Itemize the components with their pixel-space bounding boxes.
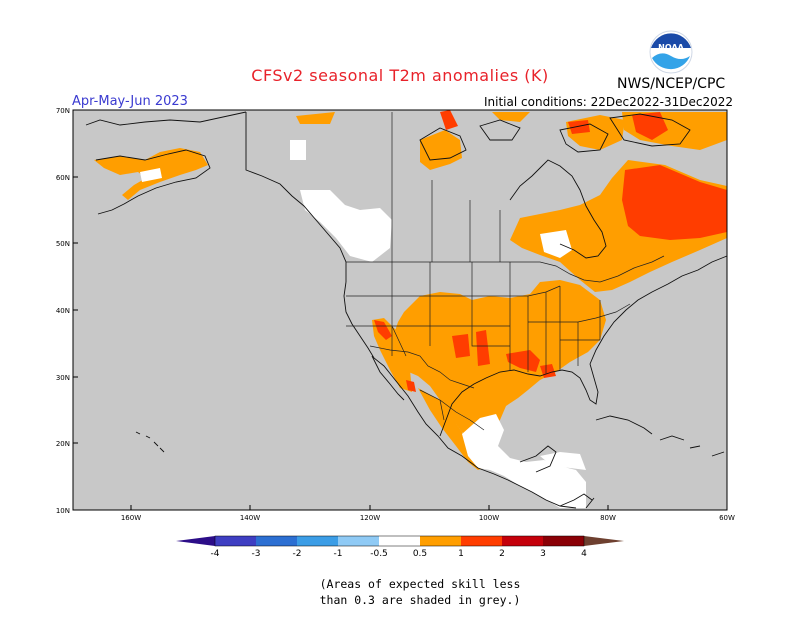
colorbar-tick: 1: [458, 549, 464, 559]
latitude-axis: 70N 60N 50N 40N 30N 20N 10N: [56, 107, 78, 515]
lon-label: 100W: [479, 514, 499, 522]
colorbar-swatch: [543, 536, 584, 546]
skill-note: (Areas of expected skill less than 0.3 a…: [0, 576, 800, 608]
lon-label: 140W: [240, 514, 260, 522]
lon-label: 80W: [600, 514, 616, 522]
initial-conditions: Initial conditions: 22Dec2022-31Dec2022: [484, 95, 733, 109]
colorbar-tick: -2: [293, 549, 302, 559]
skill-note-line: (Areas of expected skill less: [319, 577, 521, 591]
political-borders: [245, 112, 665, 431]
colorbar-swatch: [461, 536, 502, 546]
colorbar-tick: -3: [252, 549, 261, 559]
colorbar-swatch: [379, 536, 420, 546]
colorbar-swatch: [297, 536, 338, 546]
noaa-logo: NOAA: [649, 30, 693, 74]
colorbar-tick: 0.5: [413, 549, 427, 559]
colorbar-tick: -0.5: [370, 549, 388, 559]
svg-text:NOAA: NOAA: [658, 43, 684, 52]
colorbar-swatch: [584, 536, 624, 546]
map-title: CFSv2 seasonal T2m anomalies (K): [251, 66, 549, 85]
lat-label: 20N: [56, 440, 70, 448]
colorbar-swatch: [176, 536, 215, 546]
lat-label: 40N: [56, 307, 70, 315]
colorbar-tick: -1: [334, 549, 343, 559]
colorbar-tick: 2: [499, 549, 505, 559]
agency-label: NWS/NCEP/CPC: [617, 76, 726, 92]
lat-label: 70N: [56, 107, 70, 115]
colorbar-swatch: [338, 536, 379, 546]
colorbar-tick: -4: [211, 549, 220, 559]
longitude-axis: 160W 140W 120W 100W 80W 60W: [121, 505, 735, 522]
lat-label: 60N: [56, 174, 70, 182]
colorbar-tick: 4: [581, 549, 587, 559]
colorbar-swatch: [256, 536, 297, 546]
skill-note-line: than 0.3 are shaded in grey.): [319, 593, 521, 607]
lon-label: 120W: [360, 514, 380, 522]
forecast-period: Apr-May-Jun 2023: [72, 94, 188, 109]
color-legend: -4 -3 -2 -1 -0.5 0.5 1 2 3 4: [176, 535, 624, 559]
colorbar-swatch: [215, 536, 256, 546]
lat-label: 50N: [56, 240, 70, 248]
colorbar-tick: 3: [540, 549, 546, 559]
lon-label: 160W: [121, 514, 141, 522]
lat-label: 30N: [56, 374, 70, 382]
anomaly-shading: [94, 110, 727, 508]
colorbar-swatch: [502, 536, 543, 546]
lat-label: 10N: [56, 507, 70, 515]
lon-label: 60W: [719, 514, 735, 522]
colorbar-swatch: [420, 536, 461, 546]
